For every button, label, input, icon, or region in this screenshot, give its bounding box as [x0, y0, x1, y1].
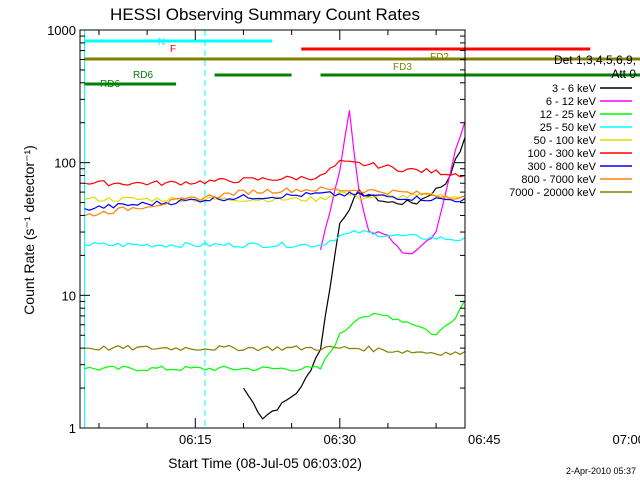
- series-line-0: [242, 136, 465, 420]
- series-line-3: [84, 229, 465, 249]
- flag-bar-label-0: N: [158, 37, 165, 48]
- legend-label-0: 3 - 6 keV: [552, 83, 597, 95]
- date-stamp: 2-Apr-2010 05:37: [566, 466, 636, 476]
- y-tick-label: 1: [69, 421, 76, 436]
- y-tick-label: 100: [54, 156, 76, 171]
- legend-label-8: 7000 - 20000 keV: [509, 187, 597, 199]
- series-line-5: [84, 159, 465, 187]
- plot-frame: [79, 29, 466, 429]
- flag-bar-label-1: F: [170, 44, 176, 55]
- flag-bar-label-5: RD6: [100, 79, 120, 90]
- legend-label-5: 100 - 300 keV: [528, 148, 597, 160]
- chart-title: HESSI Observing Summary Count Rates: [110, 5, 420, 24]
- plot-area: NF FD2 FD3 RD6 RD6 1 10 100 1000 06:15 06:30 06:45 0…: [47, 23, 640, 447]
- legend-label-7: 800 - 7000 keV: [521, 174, 596, 186]
- series-line-8: [84, 344, 465, 357]
- x-axis-label: Start Time (08-Jul-05 06:03:02): [168, 455, 362, 471]
- legend-label-3: 25 - 50 keV: [540, 122, 597, 134]
- series-line-1: [319, 110, 465, 255]
- legend-label-1: 6 - 12 keV: [546, 96, 597, 108]
- flag-bar-label-3: FD3: [393, 62, 412, 73]
- x-tick-label: 06:15: [179, 432, 212, 447]
- legend-header-line-2: Att 0: [611, 67, 636, 81]
- series-line-4: [84, 191, 465, 203]
- series-line-2: [84, 299, 465, 372]
- series-line-6: [84, 191, 465, 211]
- y-tick-label: 10: [62, 288, 76, 303]
- x-tick-label: 06:45: [468, 432, 501, 447]
- x-tick-label: 06:30: [324, 432, 357, 447]
- legend-header-line-1: Det 1,3,4,5,6,9,: [554, 53, 636, 67]
- legend-label-2: 12 - 25 keV: [540, 109, 597, 121]
- x-tick-label: 07:00: [612, 432, 640, 447]
- flag-bar-label-2: FD2: [430, 52, 449, 63]
- series-line-7: [84, 186, 465, 217]
- legend-label-6: 300 - 800 keV: [528, 161, 597, 173]
- legend-label-4: 50 - 100 keV: [534, 135, 597, 147]
- y-tick-label: 1000: [47, 23, 76, 38]
- y-axis-label: Count Rate (s⁻¹ detector⁻¹): [21, 145, 37, 315]
- series-group: [84, 110, 465, 420]
- flag-bar-label-4: RD6: [133, 70, 153, 81]
